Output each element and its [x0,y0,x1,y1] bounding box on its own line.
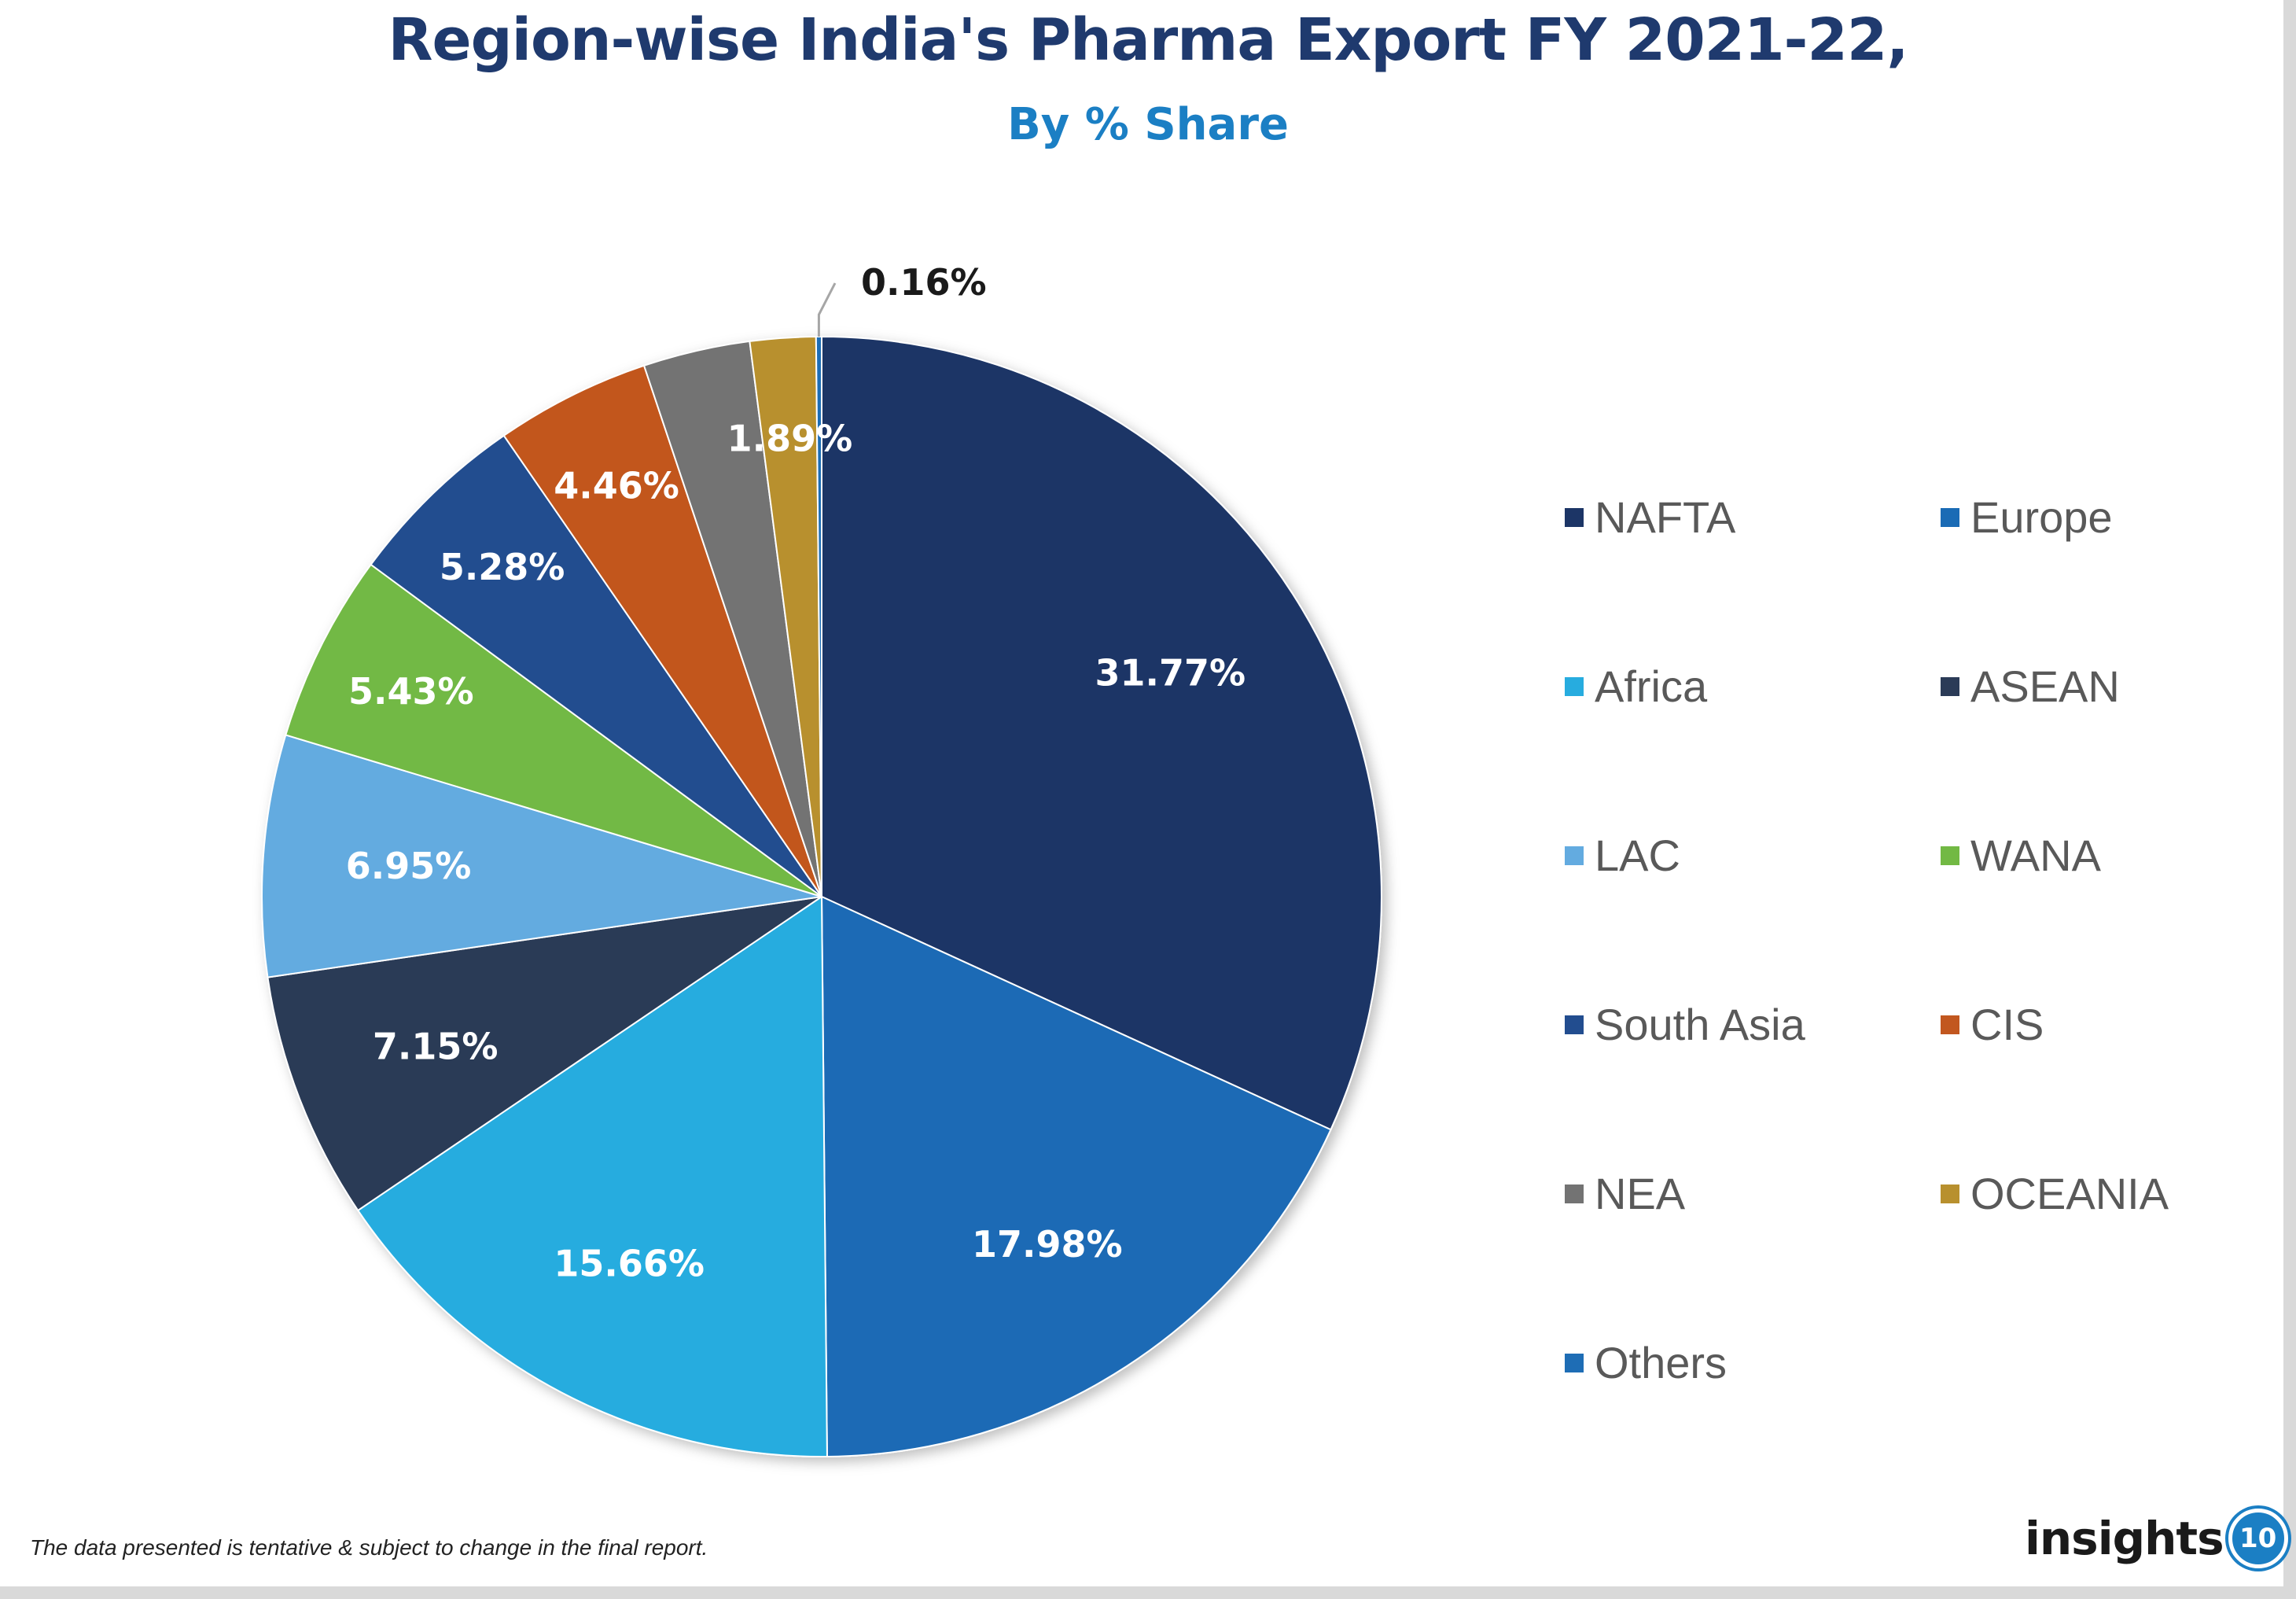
data-label-south-asia: 5.28% [440,546,565,588]
data-label-wana: 5.43% [348,670,474,713]
legend-label: NAFTA [1595,492,1736,542]
legend-swatch [1565,1353,1584,1372]
chart-title: Region-wise India's Pharma Export FY 202… [388,6,1909,74]
slice-cis [502,364,822,897]
legend-item-oceania: OCEANIA [1941,1168,2169,1219]
legend-item-lac: LAC [1565,830,1680,881]
legend-item-south-asia: South Asia [1565,999,1805,1050]
data-label-others: 0.16% [861,261,987,304]
legend-swatch [1941,507,1959,527]
leader-line-others [817,282,837,337]
data-label-africa: 15.66% [554,1243,705,1285]
data-label-oceania: 1.89% [727,418,853,460]
legend-swatch [1565,1015,1584,1034]
logo-badge: 10 [2228,1509,2288,1568]
legend-label: ASEAN [1970,661,2120,711]
data-label-lac: 6.95% [346,845,472,887]
legend-label: OCEANIA [1970,1169,2169,1218]
legend-label: WANA [1970,831,2101,880]
slice-africa [356,895,828,1457]
footnote: The data presented is tentative & subjec… [30,1535,708,1560]
legend-label: Africa [1595,661,1708,711]
data-label-cis: 4.46% [554,465,679,507]
legend-swatch [1941,846,1959,865]
slice-europe [820,895,1332,1457]
data-label-asean: 7.15% [373,1025,499,1067]
slice-asean [267,896,822,1212]
slice-nafta [821,335,1383,1131]
legend-item-europe: Europe [1941,492,2113,543]
legend-label: South Asia [1595,1000,1805,1049]
legend-label: Others [1595,1338,1728,1387]
legend-swatch [1565,1184,1584,1203]
chart-subtitle: By % Share [1007,99,1289,150]
slice-wana [285,563,822,897]
legend-item-nea: NEA [1565,1168,1685,1219]
legend-item-nafta: NAFTA [1565,492,1735,543]
legend-item-asean: ASEAN [1941,661,2120,712]
legend-swatch [1941,1015,1959,1034]
data-label-europe: 17.98% [972,1223,1123,1266]
legend-swatch [1941,1184,1959,1203]
legend-item-africa: Africa [1565,661,1707,712]
data-label-nafta: 31.77% [1095,651,1246,694]
legend-item-wana: WANA [1941,830,2101,881]
legend-label: LAC [1595,831,1680,880]
slice-lac [261,734,822,978]
legend-swatch [1941,676,1959,696]
legend-swatch [1565,846,1584,865]
legend-swatch [1565,676,1584,696]
legend-label: NEA [1595,1169,1686,1218]
legend-item-cis: CIS [1941,999,2044,1050]
insights10-logo: insights 10 [2025,1509,2288,1568]
logo-text: insights [2025,1512,2224,1565]
legend-swatch [1565,507,1584,527]
slice-south-asia [370,434,822,897]
legend-label: CIS [1970,1000,2044,1049]
legend-item-others: Others [1565,1337,1727,1388]
legend-label: Europe [1970,492,2113,542]
